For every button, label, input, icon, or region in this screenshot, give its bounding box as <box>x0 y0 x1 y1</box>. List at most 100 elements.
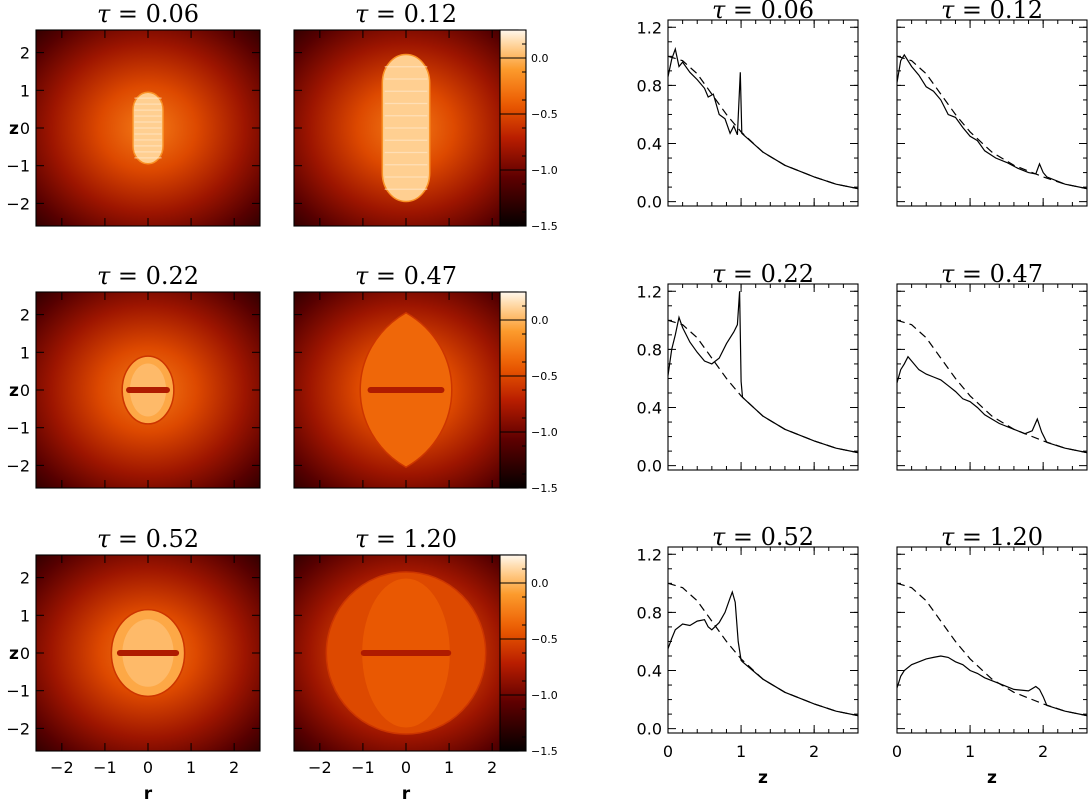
equatorial-disk <box>360 650 452 656</box>
plot-frame <box>667 19 859 207</box>
colorbar-tick-label: −0.5 <box>531 633 558 646</box>
tau-symbol: τ <box>941 0 955 24</box>
colorbar-1: 0.0 −0.5 −1.0 −1.5 <box>499 29 558 233</box>
map-panel-2: τ = 0.12 <box>293 0 519 227</box>
map-panel-1: −2 −1 0 1 2 z τ = 0.06 <box>6 0 261 227</box>
y-tick-label: 1 <box>20 606 30 625</box>
colorbar-fill <box>500 555 526 751</box>
y-tick-label: 0.8 <box>637 603 662 622</box>
map-title: τ = 0.06 <box>97 0 199 28</box>
tau-symbol: τ <box>97 0 111 28</box>
tau-symbol: τ <box>355 525 369 553</box>
y-tick-label: −1 <box>6 419 30 438</box>
tau-value: = 0.12 <box>368 0 457 28</box>
y-tick-label: 0 <box>20 644 30 663</box>
y-tick-label: −1 <box>6 157 30 176</box>
x-axis-label: z <box>758 768 768 788</box>
y-tick-label: −1 <box>6 682 30 701</box>
map-title: τ = 0.22 <box>97 262 199 290</box>
profile-panel-3: 0.0 0.4 0.8 1.2 τ = 0.22 <box>637 260 859 476</box>
profile-panel-1: 0.0 0.4 0.8 1.2 τ = 0.06 <box>637 0 859 212</box>
colorbar-tick-label: 0.0 <box>531 577 549 590</box>
colorbar-tick-label: 0.0 <box>531 314 549 327</box>
y-tick-label: 0 <box>20 381 30 400</box>
profile-title: τ = 0.52 <box>712 523 814 551</box>
x-tick-label: 0 <box>892 742 902 761</box>
colorbar-tick-label: −0.5 <box>531 370 558 383</box>
y-tick-label: 1.2 <box>637 18 662 37</box>
profile-panel-4: τ = 0.47 <box>896 260 1088 471</box>
y-tick-label: 1.2 <box>637 282 662 301</box>
y-tick-label: 1 <box>20 343 30 362</box>
y-tick-label: 2 <box>20 569 30 588</box>
y-tick-label: 2 <box>20 306 30 325</box>
tau-value: = 1.20 <box>368 525 457 553</box>
map-title: τ = 1.20 <box>355 525 457 553</box>
tau-symbol: τ <box>941 523 955 551</box>
profile-title: τ = 0.12 <box>941 0 1043 24</box>
x-tick-label: 0 <box>663 742 673 761</box>
colorbar-tick-label: 0.0 <box>531 52 549 65</box>
y-tick-label: −2 <box>6 719 30 738</box>
tau-value: = 0.06 <box>110 0 199 28</box>
tau-value: = 0.52 <box>110 525 199 553</box>
x-tick-label: 1 <box>736 742 746 761</box>
y-tick-label: 0.0 <box>637 193 662 212</box>
equatorial-disk <box>367 387 445 393</box>
x-tick-label: −1 <box>351 758 375 777</box>
x-tick-label: 0 <box>401 758 411 777</box>
profile-panel-6: 0 1 2 z τ = 1.20 <box>892 523 1088 788</box>
solid-series-line <box>896 53 1088 190</box>
colorbar-2: 0.0 −0.5 −1.0 −1.5 <box>499 291 558 495</box>
x-tick-label: 1 <box>965 742 975 761</box>
colorbar-tick-label: −1.0 <box>531 164 558 177</box>
tau-symbol: τ <box>941 260 955 288</box>
tau-value: = 0.22 <box>110 262 199 290</box>
colorbar-tick-label: −1.0 <box>531 689 558 702</box>
y-tick-label: 0.8 <box>637 76 662 95</box>
y-tick-label: 0.8 <box>637 340 662 359</box>
x-tick-label: 1 <box>186 758 196 777</box>
dashed-series-line <box>896 55 1088 190</box>
x-tick-label: 2 <box>809 742 819 761</box>
x-axis-label: r <box>402 784 411 804</box>
map-title: τ = 0.12 <box>355 0 457 28</box>
x-tick-label: 1 <box>444 758 454 777</box>
plot-frame <box>896 546 1088 734</box>
x-tick-label: 2 <box>1038 742 1048 761</box>
colorbar-3: 0.0 −0.5 −1.0 −1.5 <box>499 554 558 758</box>
colorbar-fill <box>500 292 526 488</box>
y-tick-label: 0.4 <box>637 135 662 154</box>
colorbar-tick-label: −1.5 <box>531 220 558 233</box>
tau-value: = 0.52 <box>725 523 814 551</box>
tau-symbol: τ <box>712 260 726 288</box>
tau-symbol: τ <box>355 0 369 28</box>
y-tick-label: −2 <box>6 456 30 475</box>
y-tick-label: 1 <box>20 81 30 100</box>
profile-title: τ = 0.22 <box>712 260 814 288</box>
profile-panel-2: τ = 0.12 <box>896 0 1088 207</box>
y-tick-label: 0.4 <box>637 399 662 418</box>
plot-area <box>897 20 1087 206</box>
colorbar-tick-label: −1.0 <box>531 426 558 439</box>
plot-frame <box>667 546 859 734</box>
map-title: τ = 0.52 <box>97 525 199 553</box>
profile-title: τ = 0.47 <box>941 260 1043 288</box>
tau-symbol: τ <box>355 262 369 290</box>
tau-symbol: τ <box>712 523 726 551</box>
y-tick-label: 0.0 <box>637 457 662 476</box>
tau-value: = 0.12 <box>954 0 1043 24</box>
x-axis-label: r <box>144 784 153 804</box>
y-axis-label: z <box>9 119 19 139</box>
solid-series-line <box>896 655 1088 717</box>
plot-frame <box>667 283 859 471</box>
y-tick-label: 2 <box>20 44 30 63</box>
map-title: τ = 0.47 <box>355 262 457 290</box>
plot-frame <box>896 19 1088 207</box>
plot-area <box>668 20 858 206</box>
solid-series-line <box>667 590 859 717</box>
colorbar-tick-label: −0.5 <box>531 108 558 121</box>
map-panel-4: τ = 0.47 <box>293 262 519 489</box>
y-tick-label: 0 <box>20 119 30 138</box>
tau-value: = 0.47 <box>368 262 457 290</box>
